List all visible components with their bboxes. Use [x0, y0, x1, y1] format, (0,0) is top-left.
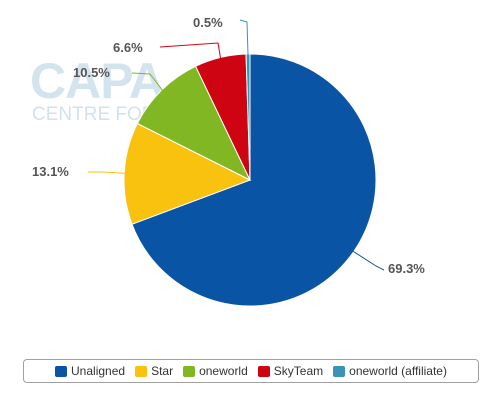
watermark-text: CAPA [30, 53, 164, 109]
legend-swatch-oneworld-affiliate [333, 365, 346, 377]
legend-item-oneworld-affiliate[interactable]: oneworld (affiliate) [333, 364, 447, 378]
watermark-subtext: CENTRE FOR [32, 104, 156, 125]
chart-legend: Unaligned Star oneworld SkyTeam oneworld… [23, 359, 479, 383]
data-label-skyteam: 6.6% [113, 40, 143, 55]
data-label-oneworld: 10.5% [73, 65, 110, 80]
pie-leader-lines [88, 19, 385, 271]
legend-swatch-skyteam [257, 365, 270, 377]
legend-label-unaligned: Unaligned [71, 364, 126, 378]
legend-label-star: Star [151, 364, 174, 378]
legend-item-skyteam[interactable]: SkyTeam [257, 364, 324, 378]
leader-line-star [88, 171, 129, 174]
legend-label-oneworld-affiliate: oneworld (affiliate) [349, 364, 447, 378]
legend-item-oneworld[interactable]: oneworld [183, 364, 248, 378]
leader-line-oneworld-affiliate [239, 19, 249, 59]
leader-line-unaligned [350, 249, 385, 271]
legend-item-unaligned[interactable]: Unaligned [55, 364, 125, 378]
data-label-star: 13.1% [32, 164, 69, 179]
capa-watermark-logo: CAPA CENTRE FOR [30, 53, 165, 125]
legend-label-skyteam: SkyTeam [273, 364, 324, 378]
data-label-oneworld-affiliate: 0.5% [193, 15, 223, 30]
legend-swatch-unaligned [55, 365, 68, 377]
data-label-unaligned: 69.3% [388, 261, 425, 276]
legend-swatch-oneworld [183, 365, 196, 377]
pie-slices [123, 53, 377, 307]
pie-data-labels: 69.3% 13.1% 10.5%6.6% 0.5% [32, 15, 425, 276]
legend-item-star[interactable]: Star [135, 364, 173, 378]
leader-line-skyteam [159, 42, 222, 62]
leader-line-oneworld [131, 72, 165, 94]
legend-swatch-star [135, 365, 148, 377]
legend-label-oneworld: oneworld [199, 364, 248, 378]
